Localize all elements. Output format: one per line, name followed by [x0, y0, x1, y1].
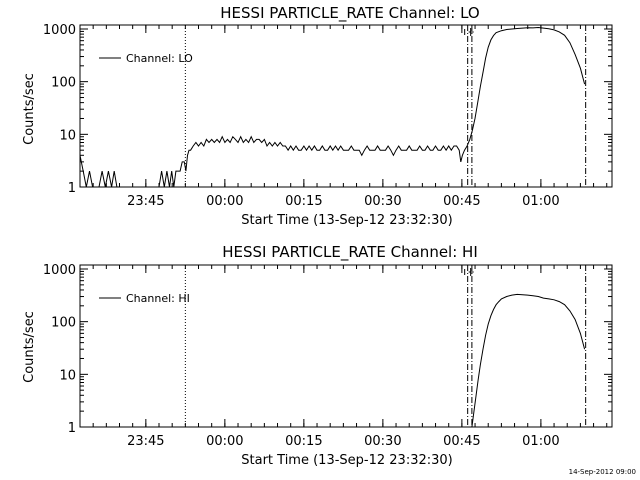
x-tick-label: 01:00	[522, 434, 559, 449]
x-tick-label: 23:45	[127, 434, 164, 449]
lo-channel-panel: HESSI PARTICLE_RATE Channel: LO Counts/s…	[22, 4, 613, 228]
x-tick-label: 01:00	[522, 194, 559, 209]
x-tick-label: 00:00	[206, 434, 243, 449]
y-tick-label: 1	[68, 181, 76, 196]
legend-label: Channel: LO	[126, 52, 193, 65]
x-tick-label: 00:30	[364, 434, 401, 449]
y-tick-label: 1000	[43, 263, 76, 278]
series-line	[471, 293, 586, 428]
plot-frame	[79, 264, 613, 428]
y-tick-label: 100	[51, 76, 76, 91]
footer-timestamp: 14-Sep-2012 09:00	[569, 468, 636, 476]
x-axis-label: Start Time (13-Sep-12 23:32:30)	[241, 213, 452, 228]
x-tick-label: 00:15	[285, 434, 322, 449]
x-tick-label: 00:30	[364, 194, 401, 209]
y-tick-label: 1	[68, 421, 76, 436]
x-tick-label: 23:45	[127, 194, 164, 209]
x-tick-label: 00:45	[443, 194, 480, 209]
series-line	[79, 26, 586, 188]
y-tick-label: 100	[51, 316, 76, 331]
y-tick-label: 10	[59, 368, 76, 383]
chart-title: HESSI PARTICLE_RATE Channel: LO	[220, 4, 479, 23]
y-tick-label: 1000	[43, 23, 76, 38]
x-tick-label: 00:15	[285, 194, 322, 209]
x-tick-label: 00:00	[206, 194, 243, 209]
x-axis-label: Start Time (13-Sep-12 23:32:30)	[241, 453, 452, 468]
y-axis-label: Counts/sec	[22, 311, 37, 383]
chart-title: HESSI PARTICLE_RATE Channel: HI	[222, 243, 478, 262]
plot-frame	[79, 24, 613, 188]
y-tick-label: 10	[59, 128, 76, 143]
y-axis-label: Counts/sec	[22, 73, 37, 145]
hi-channel-panel: HESSI PARTICLE_RATE Channel: HI Counts/s…	[22, 243, 613, 468]
x-tick-label: 00:45	[443, 434, 480, 449]
legend-label: Channel: HI	[126, 292, 190, 305]
